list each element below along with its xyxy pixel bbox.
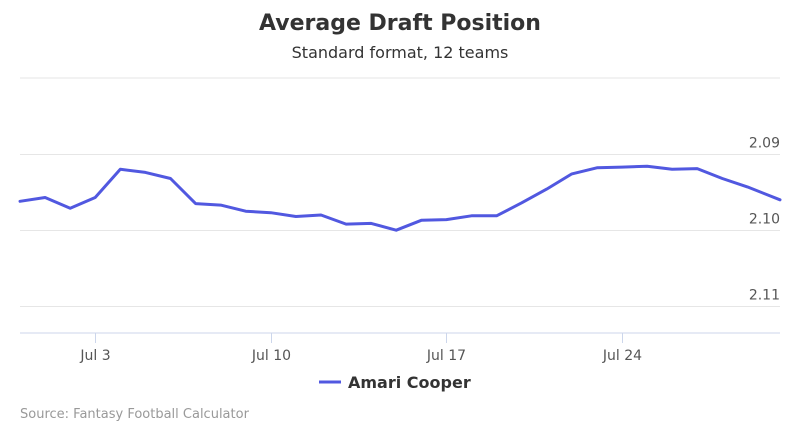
y-tick-label: 2.11 [749,288,780,304]
chart-subtitle: Standard format, 12 teams [292,43,509,62]
legend[interactable]: Amari Cooper [319,373,471,392]
x-axis-ticks [95,333,623,343]
x-axis-labels: Jul 3 Jul 10 Jul 17 Jul 24 [79,348,642,364]
chart-credit[interactable]: Source: Fantasy Football Calculator [20,407,250,422]
x-tick-label: Jul 24 [602,348,642,364]
x-tick-label: Jul 10 [251,348,291,364]
chart-title: Average Draft Position [259,11,541,36]
y-gridlines [20,77,780,307]
series-line[interactable] [18,164,782,232]
y-axis-labels: 2.09 2.10 2.11 [749,136,780,304]
legend-label[interactable]: Amari Cooper [348,373,471,392]
y-tick-label: 2.10 [749,212,780,228]
y-tick-label: 2.09 [749,136,780,152]
x-tick-label: Jul 3 [79,348,110,364]
series-layer [18,164,782,232]
x-tick-label: Jul 17 [426,348,466,364]
